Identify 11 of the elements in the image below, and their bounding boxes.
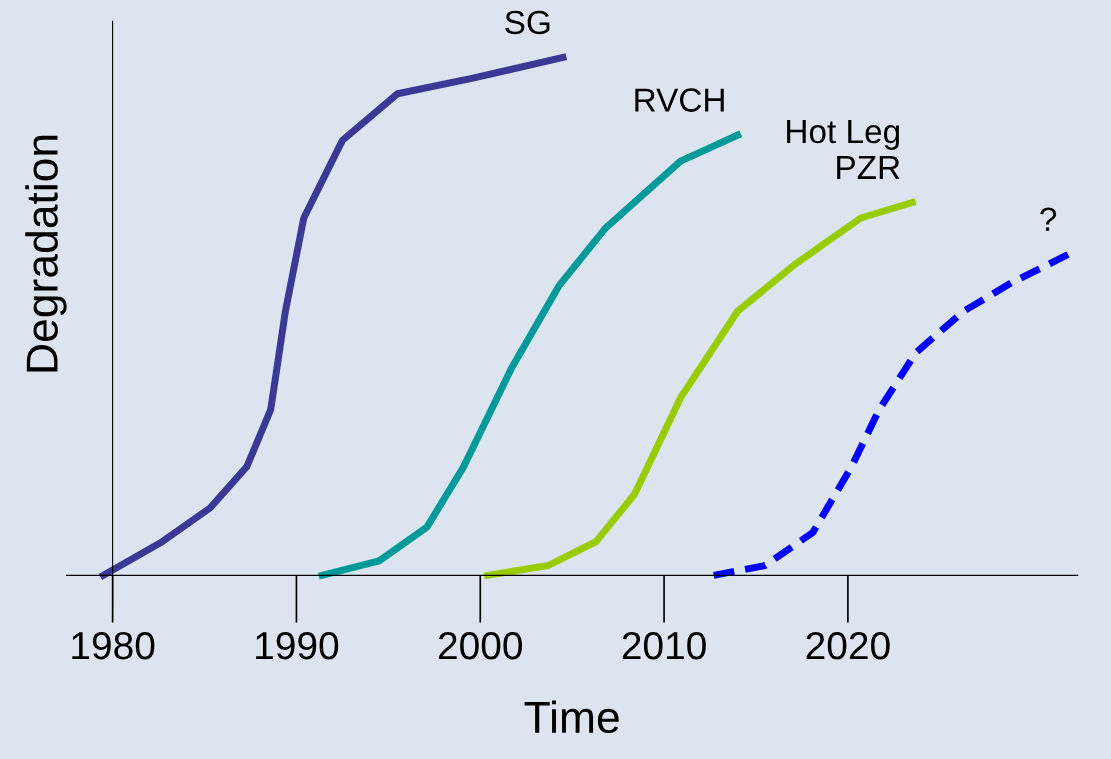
y-axis-title: Degradation [25,135,67,372]
series-label: RVCH [635,88,724,112]
series-label: ? [1040,207,1057,231]
x-tick-label: 2020 [806,631,890,660]
series-label: Hot Leg PZR [787,120,900,179]
x-tick-label: 1990 [256,631,339,660]
x-tick-label: 2000 [438,631,522,660]
series-label: SG [505,10,550,35]
x-tick-label: 1980 [72,631,155,660]
x-tick-label: 2010 [622,631,706,660]
x-axis-title: Time [524,700,619,734]
